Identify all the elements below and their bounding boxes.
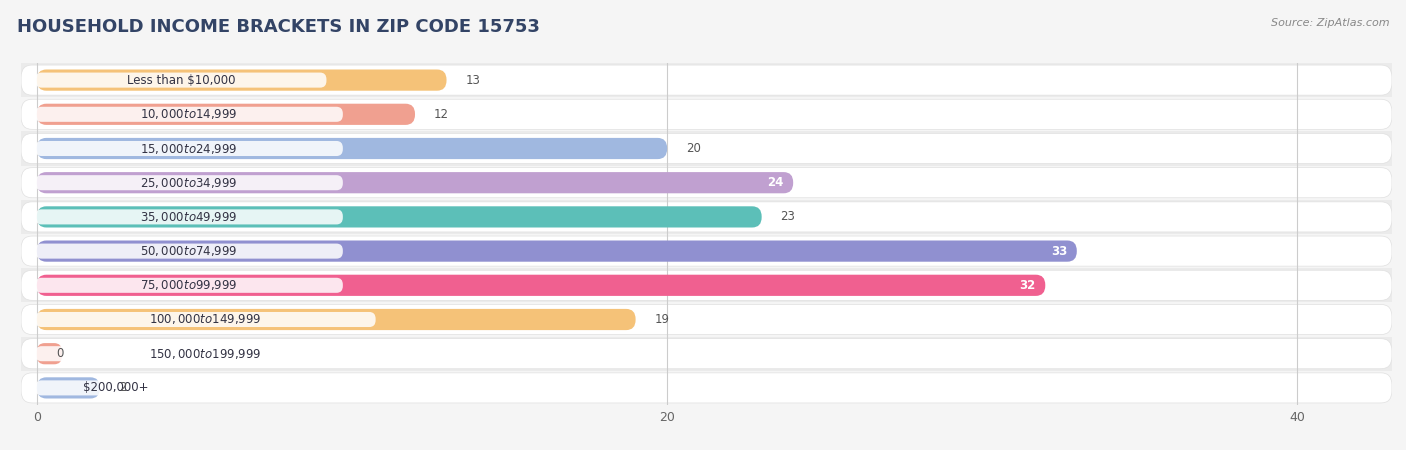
Text: Source: ZipAtlas.com: Source: ZipAtlas.com <box>1271 18 1389 28</box>
Text: 13: 13 <box>465 74 481 86</box>
FancyBboxPatch shape <box>35 141 343 156</box>
FancyBboxPatch shape <box>21 99 1392 129</box>
Text: $200,000+: $200,000+ <box>83 382 148 394</box>
Text: $35,000 to $49,999: $35,000 to $49,999 <box>141 210 238 224</box>
FancyBboxPatch shape <box>37 138 666 159</box>
Text: 0: 0 <box>56 347 63 360</box>
FancyBboxPatch shape <box>35 380 195 396</box>
FancyBboxPatch shape <box>37 69 447 91</box>
Text: 2: 2 <box>118 382 127 394</box>
FancyBboxPatch shape <box>35 312 375 327</box>
Text: $75,000 to $99,999: $75,000 to $99,999 <box>141 278 238 293</box>
FancyBboxPatch shape <box>21 65 1392 95</box>
Text: 12: 12 <box>434 108 449 121</box>
Text: 20: 20 <box>686 142 702 155</box>
FancyBboxPatch shape <box>37 274 1045 296</box>
FancyBboxPatch shape <box>21 373 1392 403</box>
Bar <box>21 131 1392 166</box>
FancyBboxPatch shape <box>37 104 415 125</box>
FancyBboxPatch shape <box>35 175 343 190</box>
Text: $100,000 to $149,999: $100,000 to $149,999 <box>149 312 262 327</box>
Bar <box>21 63 1392 97</box>
Bar <box>21 268 1392 302</box>
Text: $15,000 to $24,999: $15,000 to $24,999 <box>141 141 238 156</box>
Text: 24: 24 <box>768 176 783 189</box>
Bar <box>21 371 1392 405</box>
FancyBboxPatch shape <box>37 377 100 399</box>
Bar <box>21 234 1392 268</box>
FancyBboxPatch shape <box>35 243 343 259</box>
Text: 33: 33 <box>1052 245 1067 257</box>
FancyBboxPatch shape <box>37 240 1077 262</box>
Text: $50,000 to $74,999: $50,000 to $74,999 <box>141 244 238 258</box>
FancyBboxPatch shape <box>21 270 1392 300</box>
Text: 32: 32 <box>1019 279 1036 292</box>
FancyBboxPatch shape <box>37 309 636 330</box>
Text: $150,000 to $199,999: $150,000 to $199,999 <box>149 346 262 361</box>
FancyBboxPatch shape <box>35 346 375 361</box>
FancyBboxPatch shape <box>21 134 1392 163</box>
Text: 19: 19 <box>655 313 669 326</box>
FancyBboxPatch shape <box>35 209 343 225</box>
FancyBboxPatch shape <box>37 206 762 228</box>
Text: 23: 23 <box>780 211 796 223</box>
Bar <box>21 337 1392 371</box>
FancyBboxPatch shape <box>37 172 793 194</box>
FancyBboxPatch shape <box>21 202 1392 232</box>
Bar <box>21 200 1392 234</box>
Bar <box>21 97 1392 131</box>
Text: Less than $10,000: Less than $10,000 <box>127 74 235 86</box>
FancyBboxPatch shape <box>21 339 1392 369</box>
Bar <box>21 166 1392 200</box>
Bar <box>21 302 1392 337</box>
FancyBboxPatch shape <box>37 343 62 364</box>
FancyBboxPatch shape <box>21 236 1392 266</box>
FancyBboxPatch shape <box>35 107 343 122</box>
FancyBboxPatch shape <box>21 305 1392 334</box>
FancyBboxPatch shape <box>35 278 343 293</box>
FancyBboxPatch shape <box>35 72 326 88</box>
FancyBboxPatch shape <box>21 168 1392 198</box>
Text: $25,000 to $34,999: $25,000 to $34,999 <box>141 176 238 190</box>
Text: $10,000 to $14,999: $10,000 to $14,999 <box>141 107 238 122</box>
Text: HOUSEHOLD INCOME BRACKETS IN ZIP CODE 15753: HOUSEHOLD INCOME BRACKETS IN ZIP CODE 15… <box>17 18 540 36</box>
